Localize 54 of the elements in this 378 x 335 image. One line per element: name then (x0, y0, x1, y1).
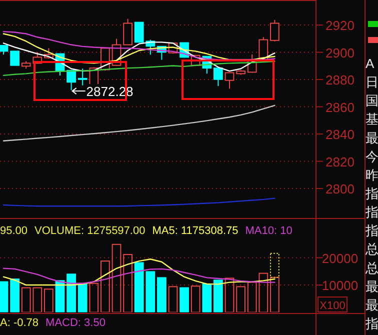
text: MA5: 1175308.75 (152, 225, 238, 237)
line-series (2, 258, 276, 286)
annotation: VOLUME: 1275597.00 (34, 225, 146, 237)
text: 指 (364, 223, 378, 238)
line-series (2, 268, 276, 284)
bar (89, 282, 99, 312)
bar (190, 286, 200, 312)
bar (44, 288, 54, 312)
line-series (2, 104, 276, 142)
bar (10, 278, 20, 312)
bar (236, 286, 246, 312)
bar (214, 280, 223, 312)
y-tick-label: 2920 (326, 18, 354, 34)
y-tick-label: 2900 (326, 45, 354, 60)
bar (0, 281, 8, 312)
text: 日 (366, 74, 378, 90)
text: 最 (366, 278, 378, 294)
text: 最 (366, 297, 378, 312)
text: 国 (366, 93, 378, 108)
bar (270, 252, 280, 278)
text: A: -0.78 (0, 317, 39, 329)
bar (157, 277, 166, 312)
y-tick-label: 2800 (326, 182, 354, 197)
bar (78, 282, 88, 312)
y-tick-label: 10000 (322, 278, 358, 294)
text: 昨 (366, 167, 378, 182)
text: X100 (320, 300, 346, 312)
line-series (2, 198, 276, 207)
bar (180, 287, 189, 312)
bar (224, 278, 234, 312)
bar (100, 260, 110, 312)
bar (202, 283, 212, 312)
bar (123, 254, 132, 312)
y-tick-label: 2840 (326, 127, 354, 142)
bar (66, 274, 76, 312)
text: 今 (366, 148, 378, 164)
text: 指 (364, 186, 378, 201)
text: 指 (364, 316, 378, 331)
y-tick-label: 2820 (326, 154, 354, 170)
text: A (366, 56, 374, 71)
y-tick-label: 2880 (326, 72, 354, 88)
y-tick-label: 2860 (326, 100, 354, 115)
text: 总 (364, 242, 378, 257)
text: 最 (366, 130, 378, 146)
y-tick-label: 20000 (322, 250, 358, 266)
bar (270, 276, 280, 312)
text: MA10: 10 (245, 225, 292, 237)
text: 指 (364, 204, 378, 220)
annotation: 95.00 (0, 225, 28, 237)
bar (168, 286, 178, 312)
text: 总 (364, 260, 378, 276)
bar (112, 244, 122, 312)
text: 基 (366, 112, 378, 127)
text: MACD: 3.50 (46, 317, 106, 329)
